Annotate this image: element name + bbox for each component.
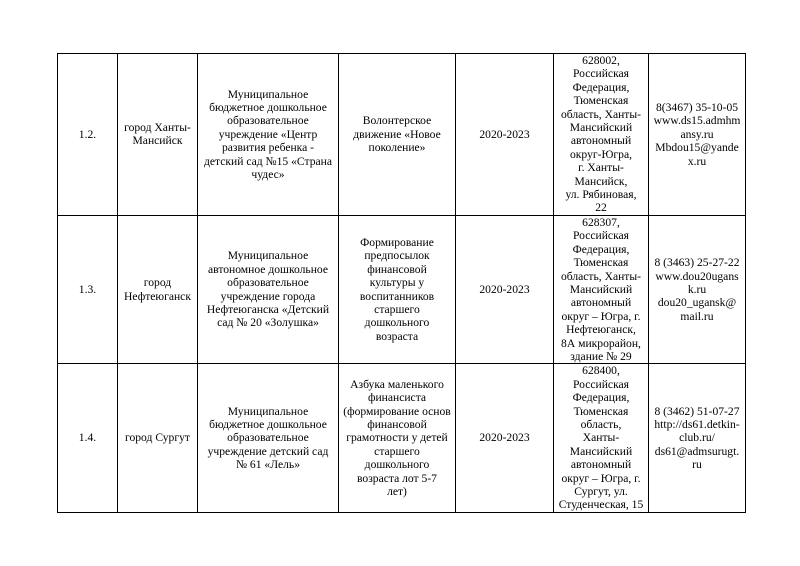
period-cell: 2020-2023: [455, 214, 554, 365]
period-cell: 2020-2023: [455, 363, 554, 513]
organization-cell: Муниципальное бюджетное дошкольное образ…: [197, 363, 339, 513]
table-row: 1.2. город Ханты- Мансийск Муниципальное…: [57, 53, 746, 216]
organizations-table: 1.2. город Ханты- Мансийск Муниципальное…: [57, 53, 746, 513]
address-cell: 628307, Российская Федерация, Тюменская …: [553, 214, 649, 365]
row-number: 1.4.: [57, 363, 118, 513]
contacts-cell: 8 (3463) 25-27-22 www.dou20ugans k.ru do…: [648, 214, 746, 365]
city-cell: город Сургут: [117, 363, 198, 513]
table-row: 1.3. город Нефтеюганск Муниципальное авт…: [57, 214, 746, 365]
city-cell: город Ханты- Мансийск: [117, 53, 198, 216]
organization-cell: Муниципальное бюджетное дошкольное образ…: [197, 53, 339, 216]
project-cell: Волонтерское движение «Новое поколение»: [338, 53, 456, 216]
address-cell: 628002, Российская Федерация, Тюменская …: [553, 53, 649, 216]
project-cell: Формирование предпосылок финансовой куль…: [338, 214, 456, 365]
row-number: 1.2.: [57, 53, 118, 216]
address-cell: 628400, Российская Федерация, Тюменская …: [553, 363, 649, 513]
row-number: 1.3.: [57, 214, 118, 365]
period-cell: 2020-2023: [455, 53, 554, 216]
contacts-cell: 8(3467) 35-10-05 www.ds15.admhm ansy.ru …: [648, 53, 746, 216]
table-row: 1.4. город Сургут Муниципальное бюджетно…: [57, 363, 746, 513]
city-cell: город Нефтеюганск: [117, 214, 198, 365]
contacts-cell: 8 (3462) 51-07-27 http://ds61.detkin- cl…: [648, 363, 746, 513]
organization-cell: Муниципальное автономное дошкольное обра…: [197, 214, 339, 365]
project-cell: Азбука маленького финансиста (формирован…: [338, 363, 456, 513]
